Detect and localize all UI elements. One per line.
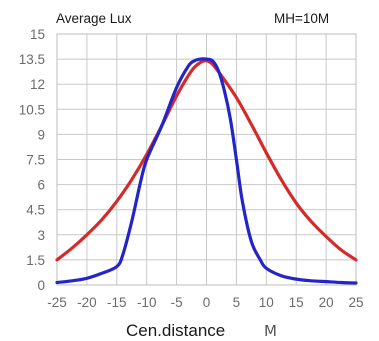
y-tick-label: 7.5: [26, 153, 45, 168]
y-tick-label: 6: [37, 178, 45, 193]
chart-subtitle: MH=10M: [274, 11, 329, 26]
x-tick-label: -20: [77, 295, 97, 310]
x-tick-label: 20: [319, 295, 334, 310]
y-tick-label: 0: [37, 278, 45, 293]
x-tick-label: 0: [203, 295, 211, 310]
x-tick-label: -25: [47, 295, 67, 310]
x-tick-label: 5: [233, 295, 241, 310]
chart-title: Average Lux: [56, 11, 132, 26]
x-tick-label: 15: [289, 295, 304, 310]
narrow-distribution-line: [55, 57, 358, 285]
series-group: [55, 57, 358, 285]
x-tick-label: -15: [107, 295, 127, 310]
y-tick-label: 1.5: [26, 253, 45, 268]
y-tick-label: 13.5: [19, 52, 45, 67]
y-tick-label: 3: [37, 228, 45, 243]
plot-frame: [56, 33, 357, 286]
x-tick-label: -5: [171, 295, 183, 310]
y-tick-label: 10.5: [19, 102, 45, 117]
wide-distribution-line: [55, 59, 358, 262]
y-tick-label: 12: [30, 77, 45, 92]
y-tick-label: 4.5: [26, 203, 45, 218]
x-tick-label: 25: [348, 295, 363, 310]
y-tick-label: 15: [30, 27, 45, 42]
x-axis-label: Cen.distance: [126, 321, 225, 340]
x-axis-unit: M: [264, 322, 277, 340]
x-tick-label: -10: [137, 295, 157, 310]
x-tick-label: 10: [259, 295, 274, 310]
x-tick-labels: -25 -20 -15 -10 -5 0 5 10 15 20 25: [47, 295, 363, 310]
y-tick-labels: 0 1.5 3 4.5 6 7.5 9 10.5 12 13.5 15: [19, 27, 45, 293]
y-tick-label: 9: [37, 127, 45, 142]
